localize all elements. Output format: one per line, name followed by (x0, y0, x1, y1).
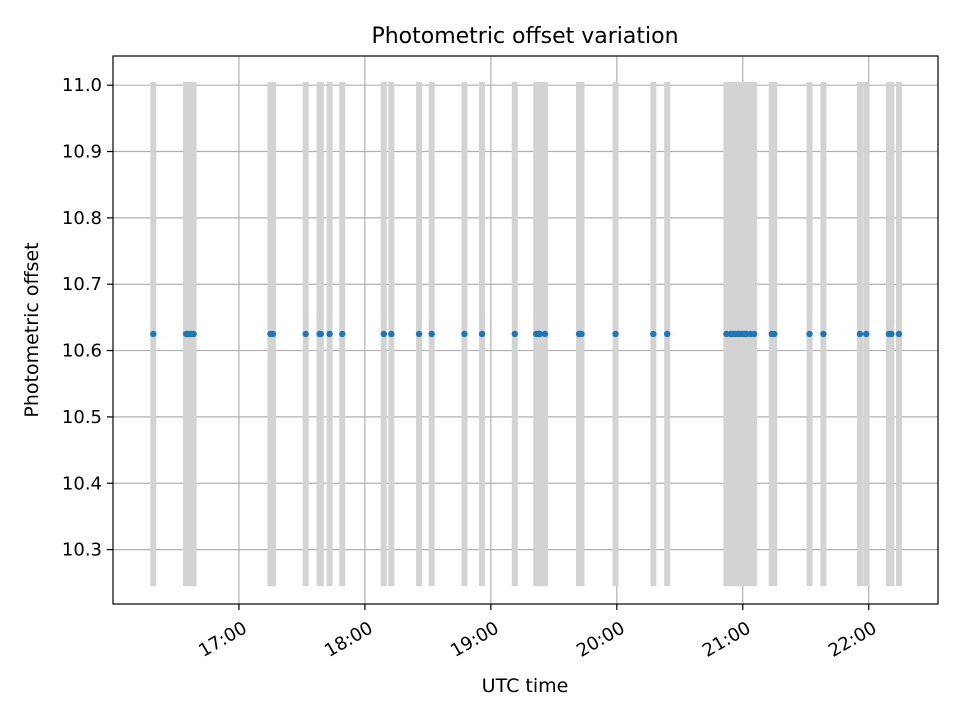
data-point (888, 330, 895, 338)
data-point (388, 330, 395, 338)
data-point (863, 330, 870, 338)
y-tick-label: 10.4 (62, 473, 102, 494)
data-point (461, 330, 468, 338)
data-point (541, 330, 549, 338)
grid-lines (113, 56, 938, 604)
y-axis-ticks: 10.3 10.4 10.5 10.6 10.7 10.8 10.9 11.0 (62, 75, 113, 561)
data-points (150, 330, 903, 338)
data-point (150, 330, 157, 338)
data-point (511, 330, 518, 338)
data-point (536, 330, 544, 338)
data-point (806, 330, 813, 338)
y-tick-label: 10.6 (62, 341, 102, 362)
y-tick-label: 11.0 (62, 75, 102, 96)
y-tick-label: 10.7 (62, 274, 102, 295)
data-point (428, 330, 435, 338)
y-tick-label: 10.3 (62, 540, 102, 561)
data-point (895, 330, 903, 338)
plot-frame (112, 55, 939, 605)
y-axis-label: Photometric offset (21, 242, 43, 417)
data-point (339, 330, 346, 338)
data-point (302, 330, 309, 338)
data-point (650, 330, 657, 338)
data-point (380, 330, 388, 338)
chart-title: Photometric offset variation (371, 24, 678, 49)
y-tick-label: 10.9 (62, 142, 102, 163)
data-point (317, 330, 325, 338)
data-point (578, 330, 585, 338)
x-axis-label: UTC time (482, 675, 569, 697)
y-tick-label: 10.5 (62, 407, 102, 428)
data-point (269, 330, 277, 338)
data-point (820, 330, 827, 338)
data-point (663, 330, 671, 338)
data-point (478, 330, 486, 338)
plot-area (113, 56, 938, 604)
y-tick-label: 10.8 (62, 208, 102, 229)
data-point (771, 330, 778, 338)
data-point (750, 330, 758, 338)
data-point (415, 330, 423, 338)
data-point (326, 330, 333, 338)
data-point (612, 330, 619, 338)
data-point (856, 330, 864, 338)
data-point (190, 330, 197, 338)
